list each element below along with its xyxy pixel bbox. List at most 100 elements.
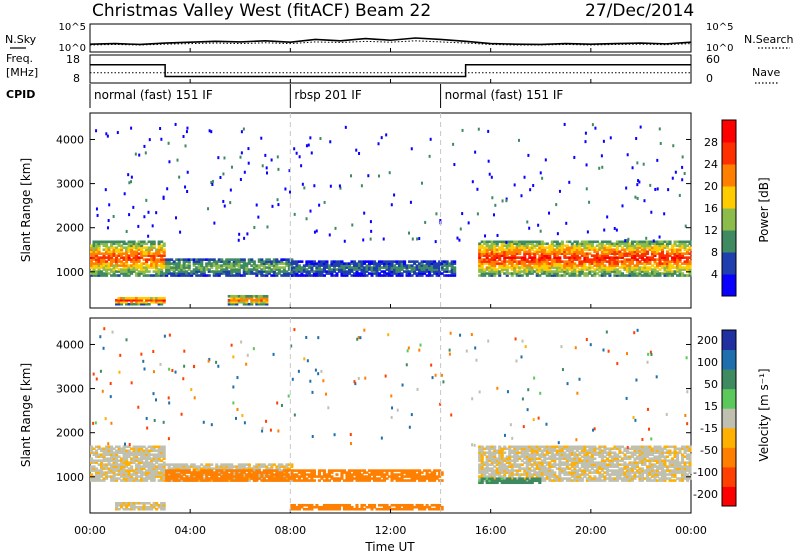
velocity-cell (513, 461, 517, 464)
velocity-cell (150, 469, 154, 472)
velocity-cell (180, 471, 184, 474)
power-cell (583, 266, 587, 269)
velocity-cell (137, 459, 141, 462)
velocity-cell (107, 461, 111, 464)
power-cell (560, 270, 564, 273)
power-cell (182, 274, 186, 277)
power-cell (443, 270, 447, 273)
velocity-cell (307, 475, 311, 478)
power-cell (162, 252, 166, 255)
power-cell (543, 248, 547, 252)
power-cell (555, 203, 558, 207)
power-cell (160, 270, 164, 273)
velocity-cell (162, 447, 166, 451)
power-cell (688, 246, 692, 250)
power-cell (493, 260, 497, 263)
velocity-cell (425, 473, 429, 476)
power-cell (675, 264, 680, 267)
velocity-cell (540, 477, 544, 480)
power-cell (403, 260, 407, 263)
power-cell (132, 298, 136, 302)
power-cell (95, 272, 99, 275)
velocity-cell (560, 447, 564, 451)
velocity-cell (480, 453, 484, 457)
power-cell (90, 266, 94, 269)
velocity-cell (130, 479, 134, 482)
velocity-cell (230, 477, 234, 480)
velocity-cell (510, 467, 514, 470)
power-cell (538, 258, 542, 261)
velocity-cell (137, 471, 141, 474)
power-cell (230, 270, 234, 273)
power-cell (490, 242, 494, 246)
power-cell (147, 234, 150, 238)
power-cell (150, 264, 154, 267)
power-cell (603, 252, 607, 255)
power-cell (110, 260, 114, 263)
power-cell (613, 260, 617, 263)
power-cell (393, 260, 397, 263)
power-cell (170, 262, 174, 265)
power-cell (215, 272, 219, 275)
power-cell (503, 260, 507, 263)
velocity-cell (498, 457, 502, 460)
power-cell (624, 239, 627, 243)
power-cell (593, 268, 597, 271)
power-cell (115, 260, 119, 263)
velocity-cell (327, 475, 331, 478)
power-cell (137, 266, 141, 269)
power-cell (100, 242, 104, 246)
velocity-cell (510, 473, 514, 476)
power-cell (555, 256, 559, 259)
power-cell (683, 262, 687, 265)
velocity-cell (162, 479, 166, 482)
power-cell (498, 266, 502, 269)
power-cell (520, 194, 523, 198)
velocity-cell (92, 469, 96, 472)
power-cell (570, 256, 574, 259)
velocity-cell (533, 451, 537, 455)
power-cell (688, 252, 692, 255)
velocity-cell (262, 469, 266, 472)
power-cell (593, 272, 597, 275)
power-cell (678, 256, 682, 259)
power-cell (369, 237, 372, 241)
velocity-cell (575, 475, 579, 478)
velocity-cell (260, 471, 264, 474)
velocity-cell (555, 463, 559, 466)
velocity-cell (498, 447, 502, 451)
power-cell (115, 246, 119, 250)
power-cell (217, 274, 221, 277)
velocity-cell (102, 479, 106, 482)
power-cell (655, 258, 660, 261)
power-cell (540, 272, 544, 275)
velocity-cell (347, 473, 352, 476)
velocity-cell (503, 477, 507, 480)
velocity-cell (100, 449, 104, 453)
power-cell (90, 254, 94, 257)
power-cell (260, 264, 264, 267)
velocity-cell (137, 463, 141, 466)
power-cell (538, 242, 542, 246)
power-cell (110, 270, 114, 273)
power-cell (652, 239, 655, 243)
velocity-cell (200, 477, 204, 480)
power-cell (350, 268, 354, 271)
velocity-cell (290, 475, 294, 478)
power-cell (150, 258, 154, 261)
velocity-cell (550, 447, 554, 451)
power-cell (125, 252, 129, 255)
power-cell (280, 266, 284, 269)
power-cell (613, 250, 617, 254)
power-cell (355, 272, 359, 275)
velocity-cell (95, 477, 99, 480)
power-cell (155, 274, 159, 277)
power-cell (643, 274, 647, 277)
power-cell (585, 260, 589, 263)
velocity-cell (565, 471, 569, 474)
power-cell (655, 272, 660, 275)
power-cell (493, 270, 497, 273)
power-cell (503, 262, 507, 265)
velocity-cell (137, 467, 141, 470)
velocity-cell (550, 475, 554, 478)
